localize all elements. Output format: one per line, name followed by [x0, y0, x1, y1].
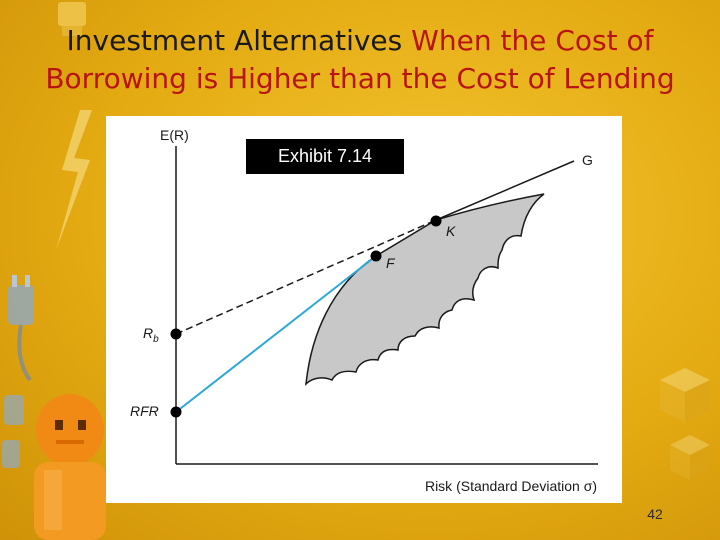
diagram-panel: E(R) Risk (Standard Deviation σ) G K F R…	[106, 116, 622, 503]
label-rb: Rb	[143, 325, 159, 345]
y-axis-label: E(R)	[160, 127, 189, 143]
label-rb-sub: b	[153, 334, 159, 345]
title-subtitle: When the Cost of Borrowing is Higher tha…	[45, 24, 675, 95]
label-rfr: RFR	[130, 403, 159, 419]
exhibit-label: Exhibit 7.14	[246, 139, 404, 174]
cube-icon	[660, 368, 710, 422]
robot-figure-icon	[34, 394, 106, 540]
lamp-icon	[58, 2, 86, 36]
point-rb	[170, 328, 182, 340]
title-main: Investment Alternatives	[66, 24, 403, 57]
label-rb-main: R	[143, 325, 153, 341]
plug-icon	[2, 395, 24, 468]
decorative-cube-art	[660, 368, 710, 480]
page-number: 42	[647, 506, 663, 522]
label-k: K	[446, 223, 456, 239]
decorative-figure-art	[2, 2, 106, 540]
cube-icon	[670, 435, 710, 480]
investment-diagram: E(R) Risk (Standard Deviation σ) G K F R…	[130, 127, 598, 494]
x-axis-label: Risk (Standard Deviation σ)	[425, 478, 597, 494]
line-to-g	[435, 160, 575, 221]
point-rfr	[170, 406, 182, 418]
point-k	[430, 215, 442, 227]
label-g: G	[582, 152, 593, 168]
efficient-frontier-region	[305, 193, 545, 387]
lightning-icon	[56, 110, 92, 250]
label-f: F	[386, 255, 396, 271]
lending-line	[175, 255, 377, 413]
borrowing-line	[175, 219, 437, 335]
plug-icon	[8, 275, 34, 382]
slide-title: Investment Alternatives When the Cost of…	[0, 22, 720, 98]
point-f	[370, 250, 382, 262]
